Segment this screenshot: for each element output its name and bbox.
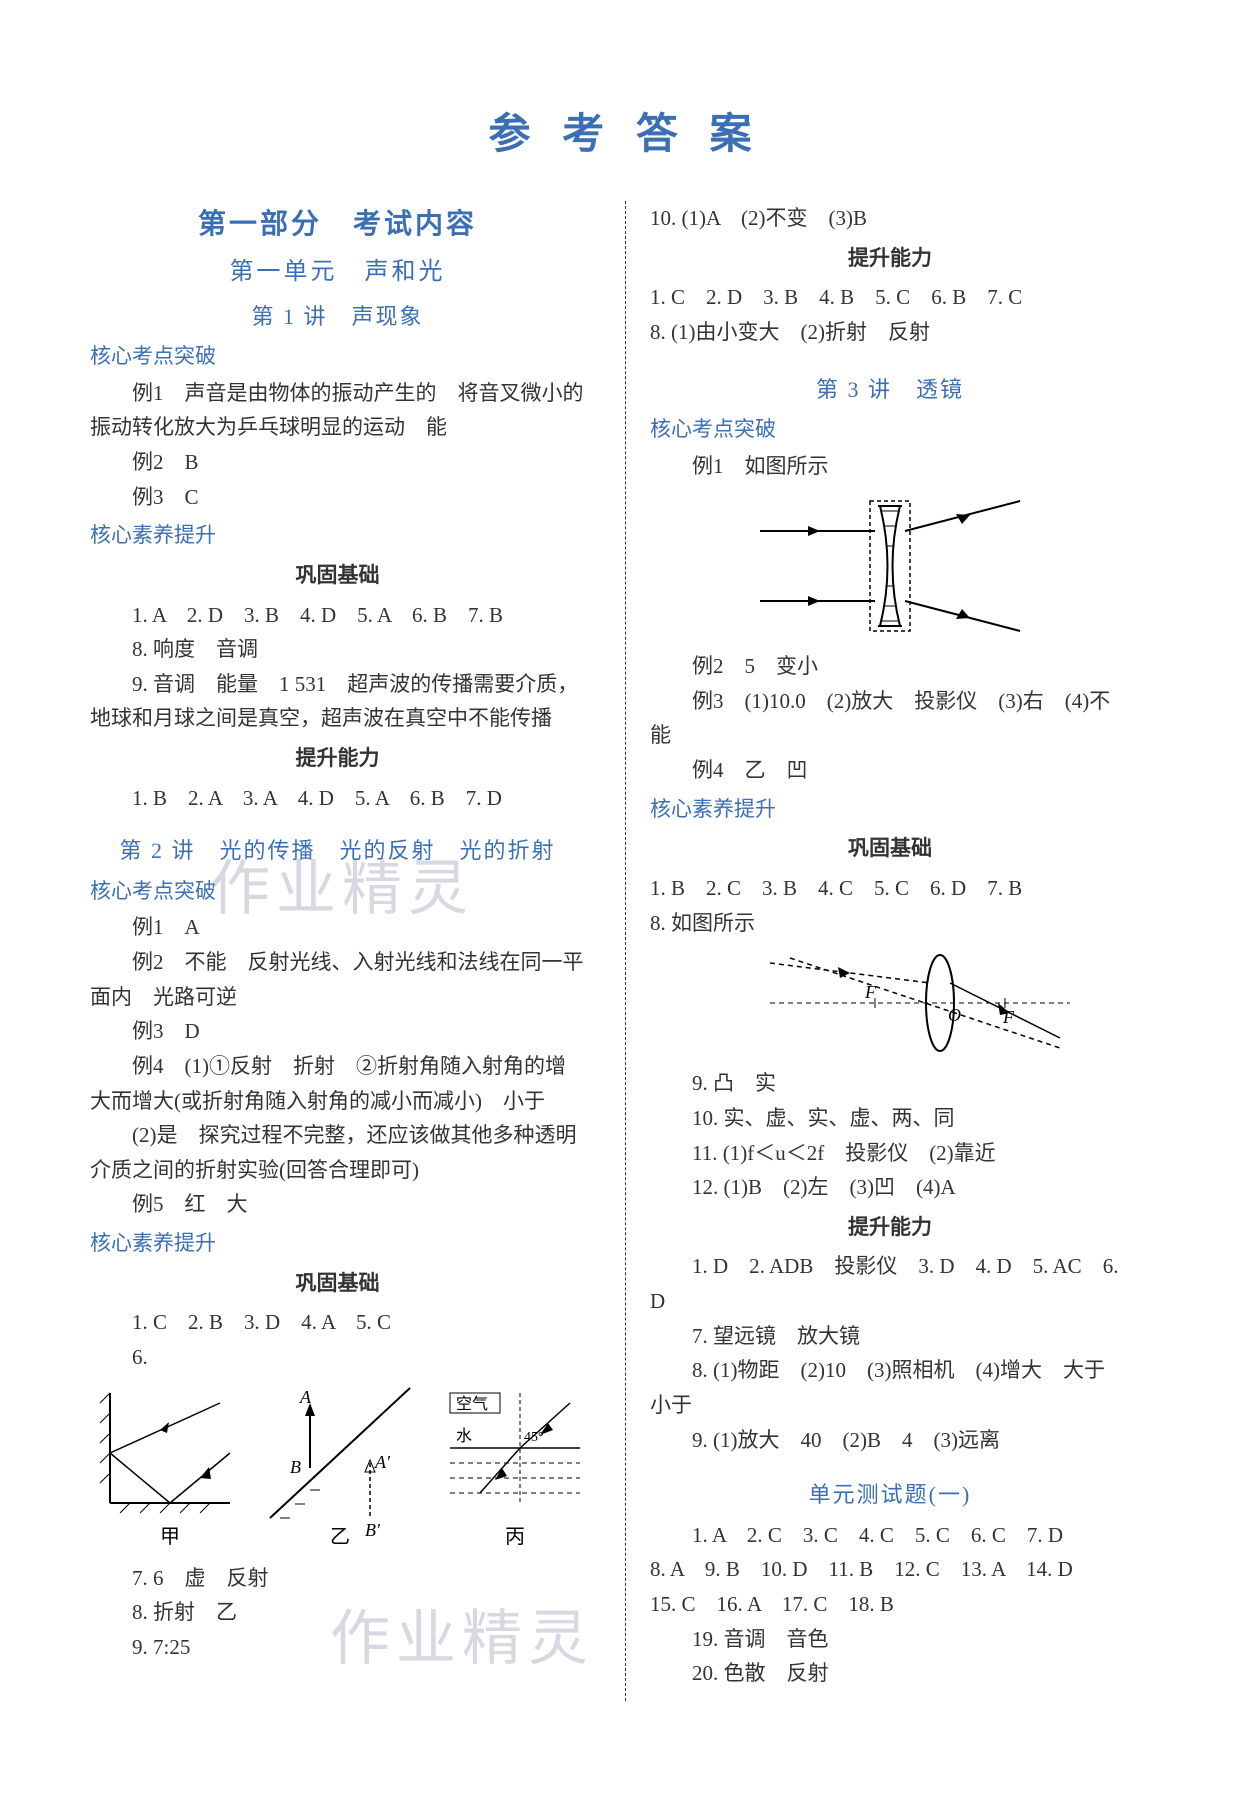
optics-svg: 甲 A B A' B' 乙 bbox=[90, 1383, 590, 1553]
convex-diagram: F F O bbox=[770, 948, 1130, 1058]
text-line: 例4 乙 凹 bbox=[650, 753, 1130, 788]
subheading-raise: 核心素养提升 bbox=[650, 792, 1130, 827]
svg-text:A: A bbox=[299, 1387, 312, 1407]
heading-improve: 提升能力 bbox=[90, 742, 585, 777]
right-column: 10. (1)A (2)不变 (3)B 提升能力 1. C 2. D 3. B … bbox=[625, 201, 1130, 1691]
text-line: 7. 望远镜 放大镜 bbox=[650, 1319, 1130, 1354]
text-line: 例2 不能 反射光线、入射光线和法线在同一平面内 光路可逆 bbox=[90, 945, 585, 1014]
text-line: 1. C 2. D 3. B 4. B 5. C 6. B 7. C bbox=[650, 280, 1130, 315]
subheading-raise: 核心素养提升 bbox=[90, 1226, 585, 1261]
text-line: 9. 凸 实 bbox=[650, 1066, 1130, 1101]
svg-text:B': B' bbox=[365, 1520, 381, 1540]
label-air: 空气 bbox=[456, 1395, 488, 1413]
heading-improve: 提升能力 bbox=[650, 1211, 1130, 1246]
convex-svg: F F O bbox=[770, 948, 1070, 1058]
text-line: 20. 色散 反射 bbox=[650, 1656, 1130, 1691]
text-line: 例3 (1)10.0 (2)放大 投影仪 (3)右 (4)不能 bbox=[650, 684, 1130, 753]
lecture-heading: 第 2 讲 光的传播 光的反射 光的折射 bbox=[90, 833, 585, 869]
text-line: 7. 6 虚 反射 bbox=[90, 1561, 585, 1596]
svg-text:45°: 45° bbox=[524, 1430, 544, 1445]
text-line: 12. (1)B (2)左 (3)凹 (4)A bbox=[650, 1170, 1130, 1205]
text-line: 10. (1)A (2)不变 (3)B bbox=[650, 201, 1130, 236]
text-line: 8. 如图所示 bbox=[650, 906, 1130, 941]
lens-svg bbox=[750, 491, 1030, 641]
optics-diagrams: 甲 A B A' B' 乙 bbox=[90, 1383, 585, 1553]
text-line: 例3 D bbox=[90, 1014, 585, 1049]
column-divider bbox=[625, 201, 626, 1701]
unit-test-heading: 单元测试题(一) bbox=[650, 1477, 1130, 1513]
text-line: 例3 C bbox=[90, 480, 585, 515]
text-line: 8. 折射 乙 bbox=[90, 1595, 585, 1630]
subheading-core: 核心考点突破 bbox=[650, 412, 1130, 447]
text-line: 例2 B bbox=[90, 445, 585, 480]
text-line: 例1 A bbox=[90, 910, 585, 945]
text-line: 8. (1)物距 (2)10 (3)照相机 (4)增大 大于 小于 bbox=[650, 1353, 1130, 1422]
caption-jia: 甲 bbox=[160, 1526, 180, 1548]
heading-consolidate: 巩固基础 bbox=[90, 1267, 585, 1302]
lecture-heading: 第 3 讲 透镜 bbox=[650, 372, 1130, 408]
lens-diagram bbox=[750, 491, 1130, 641]
unit-heading: 第一单元 声和光 bbox=[90, 253, 585, 293]
text-line: 9. (1)放大 40 (2)B 4 (3)远离 bbox=[650, 1423, 1130, 1458]
label-water: 水 bbox=[456, 1427, 472, 1445]
subheading-raise: 核心素养提升 bbox=[90, 518, 585, 553]
heading-improve: 提升能力 bbox=[650, 242, 1130, 277]
text-line: 8. A 9. B 10. D 11. B 12. C 13. A 14. D bbox=[650, 1552, 1130, 1587]
text-line: 1. B 2. A 3. A 4. D 5. A 6. B 7. D bbox=[90, 781, 585, 816]
text-line: 9. 音调 能量 1 531 超声波的传播需要介质，地球和月球之间是真空，超声波… bbox=[90, 667, 585, 736]
text-line: 8. (1)由小变大 (2)折射 反射 bbox=[650, 315, 1130, 350]
left-column: 第一部分 考试内容 第一单元 声和光 第 1 讲 声现象 核心考点突破 例1 声… bbox=[90, 201, 595, 1691]
text-line: 9. 7:25 bbox=[90, 1630, 585, 1665]
caption-yi: 乙 bbox=[330, 1526, 350, 1548]
heading-consolidate: 巩固基础 bbox=[650, 832, 1130, 867]
text-line: 19. 音调 音色 bbox=[650, 1622, 1130, 1657]
text-line: 例1 声音是由物体的振动产生的 将音叉微小的振动转化放大为乒乓球明显的运动 能 bbox=[90, 376, 585, 445]
lecture-heading: 第 1 讲 声现象 bbox=[90, 299, 585, 335]
text-line: 例1 如图所示 bbox=[650, 449, 1130, 484]
text-line: 1. B 2. C 3. B 4. C 5. C 6. D 7. B bbox=[650, 871, 1130, 906]
two-column-layout: 第一部分 考试内容 第一单元 声和光 第 1 讲 声现象 核心考点突破 例1 声… bbox=[90, 201, 1160, 1691]
text-line: 1. C 2. B 3. D 4. A 5. C bbox=[90, 1305, 585, 1340]
text-line: 1. A 2. D 3. B 4. D 5. A 6. B 7. B bbox=[90, 598, 585, 633]
svg-text:A': A' bbox=[374, 1452, 391, 1472]
text-line: 例2 5 变小 bbox=[650, 649, 1130, 684]
text-line: 11. (1)f＜u＜2f 投影仪 (2)靠近 bbox=[650, 1136, 1130, 1171]
text-line: 例4 (1)①反射 折射 ②折射角随入射角的增大而增大(或折射角随入射角的减小而… bbox=[90, 1049, 585, 1118]
text-line: 8. 响度 音调 bbox=[90, 632, 585, 667]
page-title: 参 考 答 案 bbox=[90, 100, 1160, 161]
text-line: (2)是 探究过程不完整，还应该做其他多种透明介质之间的折射实验(回答合理即可) bbox=[90, 1118, 585, 1187]
subheading-core: 核心考点突破 bbox=[90, 874, 585, 909]
part-heading: 第一部分 考试内容 bbox=[90, 201, 585, 247]
text-line: 1. D 2. ADB 投影仪 3. D 4. D 5. AC 6. D bbox=[650, 1249, 1130, 1318]
svg-text:O: O bbox=[948, 1005, 961, 1025]
caption-bing: 丙 bbox=[505, 1526, 525, 1548]
subheading-core: 核心考点突破 bbox=[90, 339, 585, 374]
text-line: 15. C 16. A 17. C 18. B bbox=[650, 1587, 1130, 1622]
heading-consolidate: 巩固基础 bbox=[90, 559, 585, 594]
svg-text:B: B bbox=[290, 1457, 301, 1477]
text-line: 6. bbox=[90, 1340, 585, 1375]
text-line: 1. A 2. C 3. C 4. C 5. C 6. C 7. D bbox=[650, 1518, 1130, 1553]
text-line: 10. 实、虚、实、虚、两、同 bbox=[650, 1101, 1130, 1136]
text-line: 例5 红 大 bbox=[90, 1187, 585, 1222]
